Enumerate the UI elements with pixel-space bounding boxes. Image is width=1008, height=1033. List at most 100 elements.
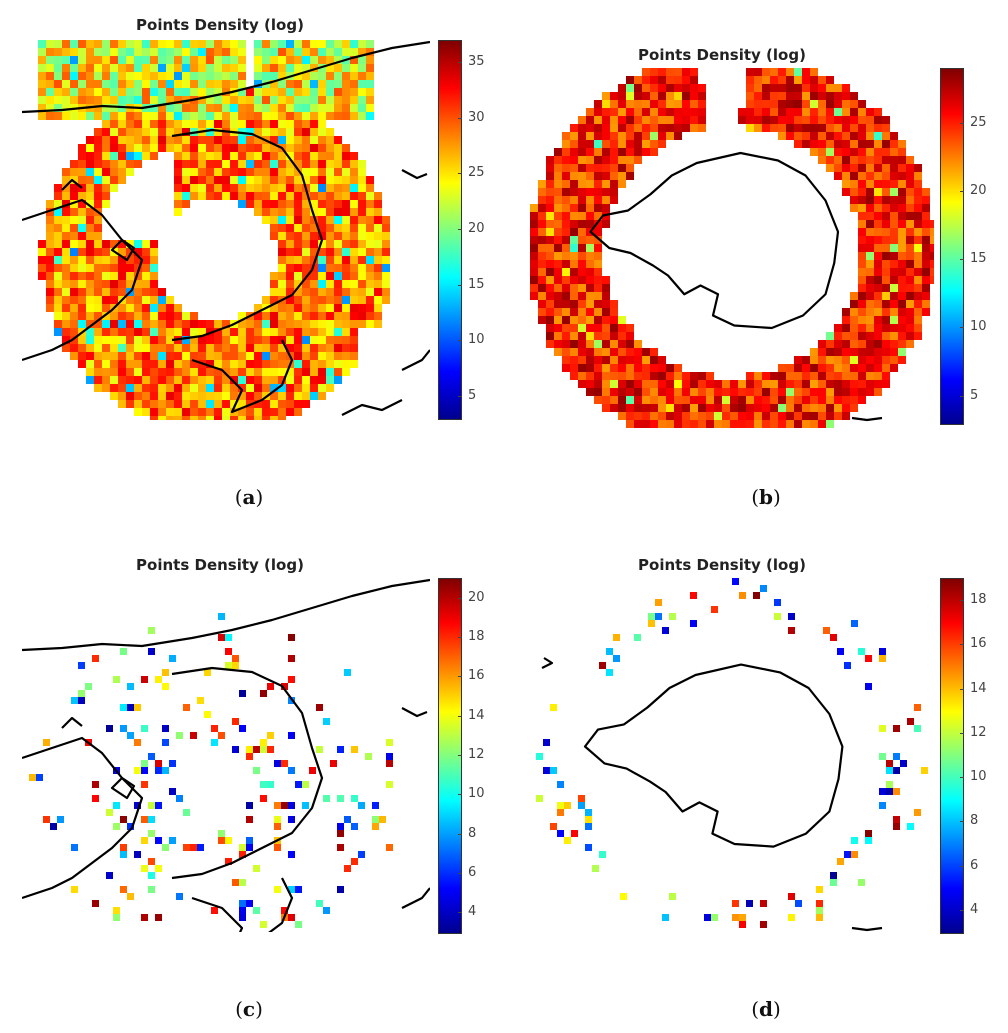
density-cell: [278, 80, 286, 88]
density-cell: [230, 136, 238, 144]
density-cell: [126, 144, 134, 152]
colorbar-tick-mark: [458, 229, 462, 230]
density-cell: [62, 216, 70, 224]
density-cell: [858, 308, 866, 316]
density-cell: [350, 304, 358, 312]
density-cell: [874, 132, 882, 140]
density-cell: [302, 328, 310, 336]
density-cell: [690, 412, 698, 420]
density-cell: [382, 264, 390, 272]
density-cell: [86, 192, 94, 200]
density-cell: [126, 360, 134, 368]
density-cell: [134, 128, 142, 136]
density-cell: [690, 404, 698, 412]
density-cell: [326, 352, 334, 360]
density-cell: [374, 288, 382, 296]
density-cell: [270, 88, 278, 96]
density-cell: [810, 372, 818, 380]
density-cell: [62, 200, 70, 208]
density-cell: [254, 120, 262, 128]
density-cell: [102, 256, 110, 264]
density-cell: [666, 124, 674, 132]
density-cell: [690, 108, 698, 116]
density-cell: [754, 100, 762, 108]
density-cell: [610, 324, 618, 332]
density-cell: [906, 220, 914, 228]
density-cell: [326, 256, 334, 264]
density-cell: [182, 72, 190, 80]
density-cell: [38, 56, 46, 64]
density-cell: [810, 140, 818, 148]
density-cell: [810, 420, 818, 428]
density-cell: [86, 352, 94, 360]
density-cell: [198, 392, 206, 400]
density-cell: [214, 336, 222, 344]
density-cell: [778, 100, 786, 108]
density-cell: [366, 40, 374, 48]
density-cell: [110, 104, 118, 112]
density-cell: [658, 68, 666, 76]
density-cell: [610, 396, 618, 404]
density-cell: [206, 96, 214, 104]
density-cell: [842, 84, 850, 92]
density-cell: [906, 340, 914, 348]
density-cell: [126, 368, 134, 376]
density-cell: [562, 260, 570, 268]
density-cell: [310, 368, 318, 376]
density-cell: [690, 592, 697, 599]
density-cell: [610, 124, 618, 132]
density-cell: [118, 368, 126, 376]
density-cell: [182, 192, 190, 200]
density-cell: [546, 172, 554, 180]
density-cell: [302, 96, 310, 104]
density-cell: [666, 100, 674, 108]
density-cell: [618, 372, 626, 380]
density-cell: [94, 296, 102, 304]
density-cell: [238, 152, 246, 160]
density-cell: [270, 336, 278, 344]
density-cell: [126, 272, 134, 280]
density-cell: [318, 376, 326, 384]
density-cell: [738, 412, 746, 420]
density-cell: [618, 412, 626, 420]
density-cell: [182, 360, 190, 368]
density-cell: [816, 914, 823, 921]
density-cell: [118, 128, 126, 136]
density-cell: [722, 396, 730, 404]
density-cell: [38, 264, 46, 272]
density-cell: [278, 96, 286, 104]
density-cell: [866, 244, 874, 252]
density-cell: [150, 320, 158, 328]
density-cell: [206, 336, 214, 344]
density-cell: [113, 914, 120, 921]
density-cell: [86, 376, 94, 384]
density-cell: [62, 72, 70, 80]
density-cell: [594, 308, 602, 316]
density-cell: [379, 816, 386, 823]
density-cell: [594, 260, 602, 268]
density-cell: [536, 795, 543, 802]
colorbar-tick-mark: [458, 340, 462, 342]
density-cell: [46, 56, 54, 64]
density-cell: [86, 240, 94, 248]
density-cell: [318, 184, 326, 192]
density-cell: [78, 72, 86, 80]
density-cell: [85, 683, 92, 690]
density-cell: [326, 176, 334, 184]
density-cell: [110, 72, 118, 80]
density-cell: [802, 404, 810, 412]
density-cell: [337, 886, 344, 893]
density-cell: [714, 420, 722, 428]
density-cell: [578, 284, 586, 292]
density-cell: [666, 364, 674, 372]
density-cell: [46, 72, 54, 80]
density-cell: [238, 344, 246, 352]
density-cell: [166, 48, 174, 56]
density-cell: [118, 88, 126, 96]
density-cell: [882, 268, 890, 276]
density-cell: [94, 216, 102, 224]
density-cell: [126, 72, 134, 80]
density-cell: [198, 152, 206, 160]
density-cell: [554, 276, 562, 284]
density-cell: [262, 408, 270, 416]
